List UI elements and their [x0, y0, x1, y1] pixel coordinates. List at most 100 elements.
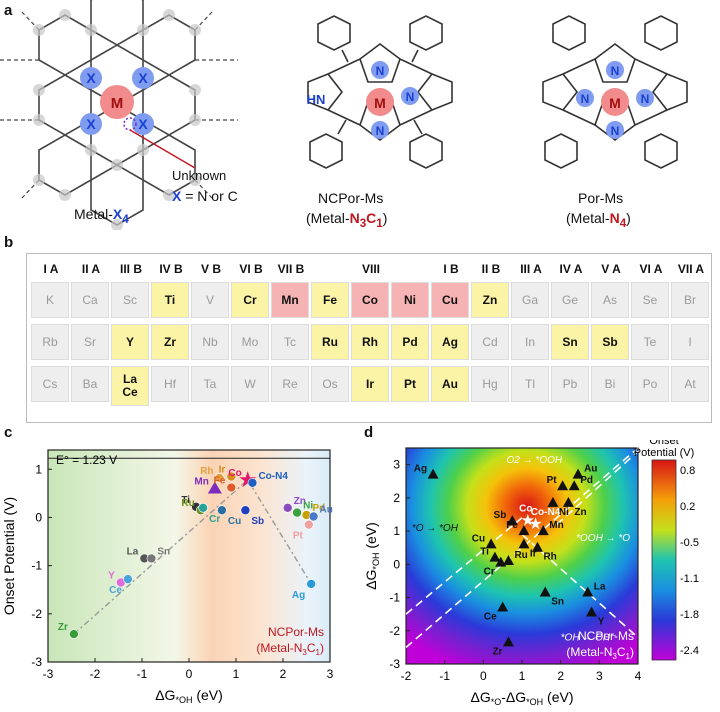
element-cell: Cu: [431, 282, 469, 318]
data-point: [198, 503, 208, 513]
element-cell: Ta: [191, 366, 229, 402]
element-cell: W: [231, 366, 269, 402]
point-label: Cr: [484, 567, 495, 578]
y-tick-label: -1: [31, 559, 42, 573]
point-label: Cu: [228, 516, 241, 527]
svg-text:N: N: [611, 64, 620, 78]
data-point: [518, 525, 530, 536]
panel-label-b: b: [4, 234, 14, 251]
y-tick-label: -3: [31, 655, 42, 669]
legend-subtitle: (Metal-N3C1): [566, 645, 634, 661]
x-tick-label: 3: [327, 667, 334, 681]
element-cell: Tc: [271, 324, 309, 360]
por-caption: Por-Ms: [578, 190, 624, 206]
data-point: [489, 551, 501, 562]
data-point: [582, 586, 594, 597]
y-tick-label: 1: [393, 524, 400, 538]
y-tick-label: 0: [35, 510, 42, 524]
point-label: Rh: [543, 552, 556, 563]
panel-label-d: d: [364, 424, 374, 441]
element-cell: Fe: [311, 282, 349, 318]
group-header: IV B: [159, 262, 183, 276]
data-point: [568, 480, 580, 491]
point-label: Co-N4: [258, 471, 288, 482]
ref-annotation: E° = 1.23 V: [56, 453, 117, 467]
panel-label-c: c: [4, 424, 13, 441]
element-cell: Pd: [391, 324, 429, 360]
element-cell: Y: [111, 324, 149, 360]
point-label: Fe: [214, 476, 226, 487]
data-point: [247, 477, 258, 488]
element-cell: Sb: [591, 324, 629, 360]
periodic-table: I A II A III B IV B V B VI B VII B VIII I B II B I…: [26, 253, 712, 423]
point-label: Mn: [194, 477, 208, 488]
element-cell: Ru: [311, 324, 349, 360]
element-cell: Ir: [351, 366, 389, 402]
x-tick-label: 2: [280, 667, 287, 681]
point-label: Pd: [313, 503, 326, 514]
y-tick-label: -2: [31, 607, 42, 621]
svg-text:N: N: [611, 124, 620, 138]
data-point: [497, 601, 509, 612]
x-axis-label: ΔG*O-ΔG*OH (eV): [470, 689, 573, 707]
data-point: [214, 473, 225, 483]
element-cell: Se: [631, 282, 669, 318]
point-label: Au: [584, 464, 597, 475]
region-divider: [556, 450, 639, 526]
svg-text:N: N: [376, 124, 385, 138]
point-label: Pd: [580, 475, 593, 486]
x-tick-label: 2: [557, 669, 564, 683]
ncpor-subcaption: (Metal-N3C1): [306, 210, 388, 230]
group-header: I A: [43, 262, 59, 276]
region-label: O2 → *OOH: [507, 455, 563, 466]
element-cell: Ag: [431, 324, 469, 360]
svg-text:N: N: [581, 92, 590, 106]
group-header: VI A: [639, 262, 663, 276]
x-tick-label: -2: [90, 667, 101, 681]
group-header: IV A: [559, 262, 583, 276]
region-divider: [405, 447, 639, 648]
element-cell: Pt: [391, 366, 429, 402]
svg-text:HN: HN: [307, 92, 326, 107]
group-header: I B: [443, 262, 459, 276]
metal-center: [100, 85, 134, 119]
point-label: Y: [108, 571, 115, 582]
element-cell: Rb: [31, 324, 69, 360]
point-label: Sb: [251, 516, 264, 527]
group-header: VII A: [677, 262, 705, 276]
y-tick-label: -3: [389, 657, 400, 671]
data-point: [292, 507, 302, 518]
group-header: V B: [200, 262, 221, 276]
x-tick-label: -1: [137, 667, 148, 681]
annotation-arrow: [129, 129, 196, 169]
point-label: Ir: [219, 465, 226, 476]
element-cell: K: [31, 282, 69, 318]
element-cell: Hf: [151, 366, 189, 402]
x-axis-label: ΔG*OH (eV): [155, 687, 223, 705]
data-point: [502, 636, 514, 647]
element-cell: Ca: [71, 282, 109, 318]
element-cell: Pb: [551, 366, 589, 402]
element-cell: V: [191, 282, 229, 318]
star-label: Co-N4: [531, 507, 561, 518]
legend-title: NCPor-Ms: [268, 625, 324, 639]
ncpor-structure: M N N N HN: [307, 15, 453, 169]
element-cell: Nb: [191, 324, 229, 360]
colorbar: [651, 459, 677, 661]
point-label: Ru: [514, 550, 527, 561]
colorbar-title: Onset: [649, 440, 678, 447]
element-cell: Co: [351, 282, 389, 318]
onset-volcano-plot: -3 -2 -1 0 1 2 3 1 0 -1 -2 -3 ΔG*OH (eV) Onset Potent…: [1, 449, 334, 705]
data-point: [547, 496, 559, 507]
group-header: V A: [601, 262, 621, 276]
point-label: La: [594, 582, 606, 593]
data-point: [123, 574, 133, 584]
element-cell: Hg: [471, 366, 509, 402]
data-point: [572, 468, 584, 479]
element-cell: As: [591, 282, 629, 318]
element-cell: Zn: [471, 282, 509, 318]
element-cell: I: [671, 324, 709, 360]
point-label: Zn: [294, 496, 306, 507]
data-point: [282, 503, 293, 513]
data-point: [306, 579, 317, 589]
